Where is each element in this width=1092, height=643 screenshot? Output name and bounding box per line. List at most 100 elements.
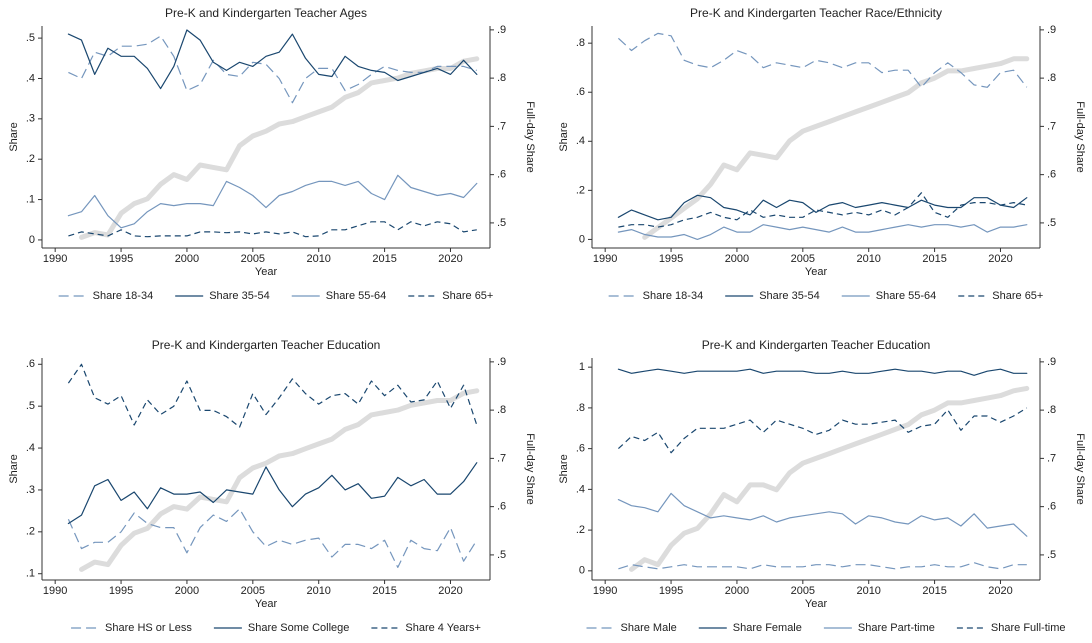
x-tick-label: 2010 xyxy=(306,585,330,597)
chart-title: Pre-K and Kindergarten Teacher Race/Ethn… xyxy=(690,6,942,20)
y-tick-label: 0 xyxy=(579,565,585,577)
y-tick-label: .3 xyxy=(26,484,35,496)
y-tick-label: .4 xyxy=(26,72,35,84)
legend-label: Share 55-64 xyxy=(876,290,937,302)
series-line xyxy=(617,194,1028,221)
x-tick-label: 2015 xyxy=(372,253,396,265)
y-tick-label: .5 xyxy=(26,32,35,44)
y2-tick-label: .7 xyxy=(1047,120,1056,132)
x-tick-label: 1995 xyxy=(109,253,133,265)
series-line xyxy=(67,508,478,568)
y2-tick-label: .7 xyxy=(497,120,506,132)
y2-tick-label: .6 xyxy=(1047,169,1056,181)
series-line xyxy=(642,56,1030,240)
legend-label: Share HS or Less xyxy=(105,622,192,634)
x-tick-label: 2010 xyxy=(306,253,330,265)
chart-title: Pre-K and Kindergarten Teacher Education xyxy=(702,338,931,352)
x-tick-label: 2005 xyxy=(791,253,815,265)
series-line xyxy=(618,562,1027,570)
legend-label: Share 18-34 xyxy=(93,290,154,302)
legend-label: Share 65+ xyxy=(442,290,493,302)
legend-item: Share 65+ xyxy=(958,290,1043,302)
legend-item: Share HS or Less xyxy=(71,622,192,634)
x-tick-label: 2005 xyxy=(241,585,265,597)
y-axis-label: Share xyxy=(8,122,20,151)
x-tick-label: 1990 xyxy=(593,253,617,265)
series-line xyxy=(617,32,1028,88)
x-axis-label: Year xyxy=(805,598,828,610)
y2-tick-label: .5 xyxy=(1047,549,1056,561)
x-tick-label: 2020 xyxy=(438,585,462,597)
y2-tick-label: .5 xyxy=(497,217,506,229)
y-tick-label: .8 xyxy=(576,402,585,414)
series-line xyxy=(68,221,477,238)
legend-item: Share 4 Years+ xyxy=(371,622,481,634)
y-axis-label: Share xyxy=(8,454,20,483)
y2-tick-label: .6 xyxy=(497,501,506,513)
x-tick-label: 1995 xyxy=(659,585,683,597)
y-axis-label: Share xyxy=(558,454,570,483)
x-tick-label: 2020 xyxy=(438,253,462,265)
series-line xyxy=(617,492,1028,537)
y2-tick-label: .9 xyxy=(497,356,506,368)
y-tick-label: .1 xyxy=(26,568,35,580)
legend: Share HS or Less Share Some College Share … xyxy=(71,622,481,634)
legend: Share 18-34 Share 35-54 Share 55-64 Share 6… xyxy=(58,290,493,302)
legend-item: Share 35-54 xyxy=(725,290,820,302)
x-axis-label: Year xyxy=(255,598,278,610)
y2-tick-label: .8 xyxy=(497,404,506,416)
x-tick-label: 2000 xyxy=(725,253,749,265)
y-tick-label: 0 xyxy=(579,233,585,245)
legend-label: Share 65+ xyxy=(992,290,1043,302)
legend-label: Share Some College xyxy=(248,622,350,634)
x-tick-label: 2000 xyxy=(175,585,199,597)
y-tick-label: .6 xyxy=(576,86,585,98)
y2-tick-label: .5 xyxy=(497,549,506,561)
y-tick-label: .4 xyxy=(576,135,585,147)
y2-tick-label: .7 xyxy=(1047,452,1056,464)
x-tick-label: 2005 xyxy=(241,253,265,265)
x-tick-label: 2020 xyxy=(988,253,1012,265)
legend-item: Share Full-time xyxy=(956,622,1066,634)
series-line xyxy=(79,388,480,572)
x-tick-label: 1995 xyxy=(659,253,683,265)
x-tick-label: 1990 xyxy=(593,585,617,597)
legend-item: Share Some College xyxy=(213,622,350,634)
x-tick-label: 1990 xyxy=(43,253,67,265)
series-line xyxy=(79,56,480,240)
legend-label: Share Full-time xyxy=(991,622,1066,634)
y-tick-label: .2 xyxy=(26,153,35,165)
legend-label: Share 18-34 xyxy=(643,290,704,302)
legend-item: Share 55-64 xyxy=(291,290,386,302)
y2-axis-label: Full-day Share xyxy=(524,101,536,173)
y2-tick-label: .6 xyxy=(497,169,506,181)
panel: Pre-K and Kindergarten Teacher Ages Year S… xyxy=(8,6,536,302)
series-line xyxy=(67,363,478,428)
y-tick-label: .5 xyxy=(26,400,35,412)
chart-title: Pre-K and Kindergarten Teacher Education xyxy=(152,338,381,352)
y2-tick-label: .8 xyxy=(497,72,506,84)
y-tick-label: .6 xyxy=(26,358,35,370)
x-axis-label: Year xyxy=(255,266,278,278)
y-tick-label: .3 xyxy=(26,113,35,125)
y-tick-label: 1 xyxy=(579,361,585,373)
x-tick-label: 2000 xyxy=(725,585,749,597)
legend-item: Share 55-64 xyxy=(841,290,937,302)
x-tick-label: 2015 xyxy=(922,585,946,597)
y-tick-label: .2 xyxy=(576,524,585,536)
y2-tick-label: .8 xyxy=(1047,72,1056,84)
legend-item: Share 35-54 xyxy=(175,290,270,302)
series-line xyxy=(67,462,478,525)
y-tick-label: 0 xyxy=(29,234,35,246)
series-line xyxy=(617,368,1028,376)
y2-tick-label: .8 xyxy=(1047,404,1056,416)
legend-label: Share 35-54 xyxy=(209,290,270,302)
y2-tick-label: .5 xyxy=(1047,217,1056,229)
x-tick-label: 2015 xyxy=(922,253,946,265)
y-tick-label: .4 xyxy=(576,483,585,495)
legend-item: Share Part-time xyxy=(823,622,935,634)
x-tick-label: 2010 xyxy=(856,253,880,265)
y-tick-label: .6 xyxy=(576,443,585,455)
series-line xyxy=(68,35,477,104)
